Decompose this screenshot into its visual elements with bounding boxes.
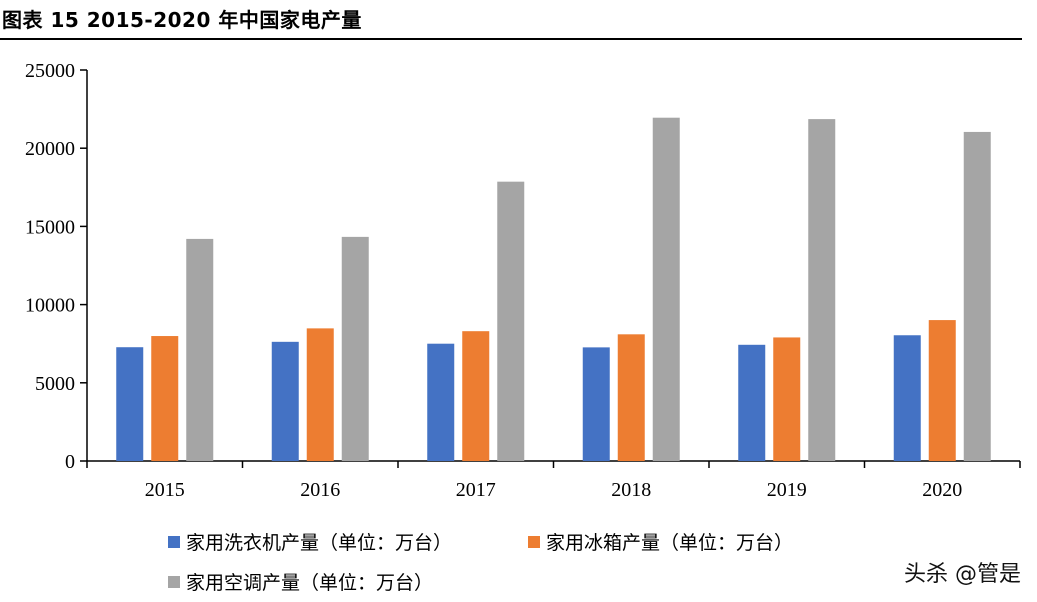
bar-2016-0 — [271, 341, 299, 461]
watermark: 头杀 @管是 — [904, 562, 1021, 587]
bar-2016-1 — [306, 328, 334, 461]
y-tick-label: 0 — [65, 451, 75, 473]
x-tick-label: 2018 — [611, 479, 651, 501]
bar-2018-2 — [652, 117, 680, 462]
bar-2020-2 — [963, 131, 991, 462]
bar-2015-1 — [151, 336, 179, 461]
bar-2015-0 — [116, 347, 144, 461]
legend-swatch-washer — [168, 535, 180, 548]
legend-swatch-fridge — [528, 535, 540, 548]
legend-item-washer: 家用洗衣机产量（单位：万台） — [168, 528, 452, 555]
x-tick-label: 2016 — [300, 479, 340, 501]
legend-label-washer: 家用洗衣机产量（单位：万台） — [186, 532, 453, 554]
y-tick-label: 10000 — [25, 295, 75, 317]
x-tick-label: 2015 — [145, 479, 185, 501]
bar-2017-0 — [427, 343, 455, 461]
bar-2019-2 — [808, 119, 836, 462]
bar-2015-2 — [186, 238, 214, 461]
tick-labels: 0 5000 10000 15000 20000 25000 2015 2016 2017 201… — [25, 60, 962, 501]
title-rule — [0, 38, 1022, 40]
legend-label-fridge: 家用冰箱产量（单位：万台） — [546, 532, 794, 554]
bar-2016-2 — [341, 236, 369, 461]
bar-2019-0 — [738, 344, 766, 461]
bar-2018-0 — [582, 347, 610, 461]
bar-2020-0 — [893, 335, 921, 461]
y-tick-label: 25000 — [25, 60, 75, 82]
y-tick-label: 15000 — [25, 216, 75, 238]
x-tick-label: 2020 — [922, 479, 962, 501]
x-tick-label: 2019 — [767, 479, 807, 501]
bar-2017-1 — [462, 331, 490, 461]
x-tick-label: 2017 — [456, 479, 496, 501]
bar-2019-1 — [773, 337, 801, 461]
axes — [80, 69, 1021, 468]
y-tick-label: 5000 — [35, 373, 75, 395]
legend-item-ac: 家用空调产量（单位：万台） — [168, 568, 433, 595]
bar-2020-1 — [928, 320, 956, 461]
bars — [116, 117, 991, 462]
legend-item-fridge: 家用冰箱产量（单位：万台） — [528, 528, 793, 555]
legend-swatch-ac — [168, 575, 180, 588]
bar-2018-1 — [617, 334, 645, 461]
legend-label-ac: 家用空调产量（单位：万台） — [186, 572, 434, 594]
bar-2017-2 — [497, 181, 525, 461]
y-tick-label: 20000 — [25, 138, 75, 160]
chart-title: 图表 15 2015-2020 年中国家电产量 — [2, 8, 362, 32]
